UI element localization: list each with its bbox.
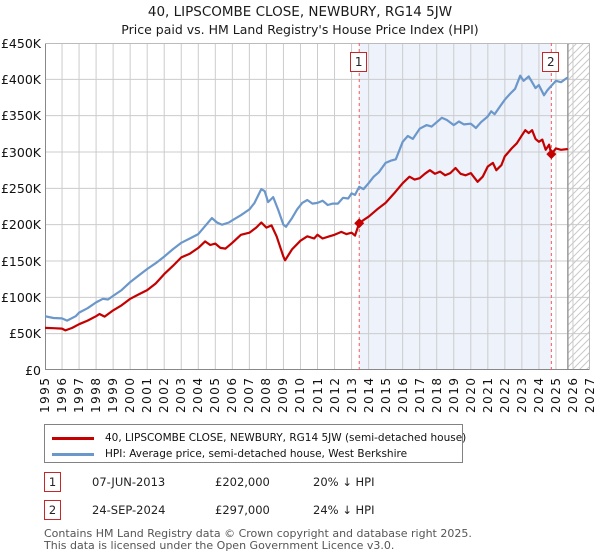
footer-line-1: Contains HM Land Registry data © Crown c…: [44, 527, 472, 540]
x-tick-label: 2021: [480, 376, 495, 413]
legend-label-hpi: HPI: Average price, semi-detached house,…: [105, 448, 408, 460]
x-tick-label: 2019: [446, 376, 461, 413]
transaction-1-date: 07-JUN-2013: [92, 475, 166, 489]
y-tick-label: £50K: [8, 326, 41, 342]
x-tick-label: 2015: [378, 376, 393, 413]
footer-line-2: This data is licensed under the Open Gov…: [44, 538, 395, 552]
x-tick-label: 1995: [38, 376, 52, 413]
x-tick-label: 2010: [293, 376, 308, 413]
x-tick-label: 2017: [412, 376, 427, 413]
x-tick-label: 1997: [72, 376, 87, 413]
transaction-1-price: £202,000: [215, 475, 270, 489]
price-paid-line: [45, 129, 569, 332]
x-tick-label: 1999: [106, 376, 121, 413]
transaction-row-1: 1 07-JUN-2013 £202,000 20% ↓ HPI: [0, 472, 600, 494]
transaction-2-date: 24-SEP-2024: [92, 503, 166, 517]
x-tick-label: 2016: [395, 376, 410, 413]
y-tick-label: £200K: [0, 217, 41, 233]
transaction-1-hpi-delta: 20% ↓ HPI: [313, 475, 375, 489]
y-tick-label: £250K: [0, 180, 41, 196]
chart-title: 40, LIPSCOMBE CLOSE, NEWBURY, RG14 5JW: [147, 4, 453, 20]
x-tick-label: 2005: [208, 376, 223, 413]
x-tick-label: 2000: [123, 376, 138, 413]
x-tick-label: 2023: [514, 376, 529, 413]
license-footer: Contains HM Land Registry data © Crown c…: [44, 528, 472, 551]
future-hatch-region: [567, 43, 590, 370]
x-tick-label: 2014: [361, 376, 376, 413]
chart-subtitle: Price paid vs. HM Land Registry's House …: [121, 22, 479, 37]
transaction-1-number-badge: 1: [44, 472, 61, 492]
price-paid-line-swatch: [52, 436, 94, 440]
chart-legend: 40, LIPSCOMBE CLOSE, NEWBURY, RG14 5JW (…: [44, 424, 466, 463]
x-tick-label: 1998: [89, 376, 104, 413]
legend-row-hpi: HPI: Average price, semi-detached house,…: [52, 446, 407, 462]
price-chart-plot: [45, 43, 590, 370]
x-tick-label: 2026: [565, 376, 580, 413]
legend-row-price-paid: 40, LIPSCOMBE CLOSE, NEWBURY, RG14 5JW (…: [52, 430, 466, 446]
hpi-line-swatch: [52, 452, 94, 456]
x-tick-label: 2008: [259, 376, 274, 413]
transaction-2-price: £297,000: [215, 503, 270, 517]
y-tick-label: £400K: [0, 71, 41, 87]
x-tick-label: 2004: [191, 376, 206, 413]
sale-period-shading: [359, 43, 552, 370]
x-tick-label: 2025: [548, 376, 563, 413]
y-tick-label: £450K: [0, 35, 41, 51]
legend-label-price-paid: 40, LIPSCOMBE CLOSE, NEWBURY, RG14 5JW (…: [105, 432, 467, 444]
x-tick-label: 2001: [140, 376, 155, 413]
x-tick-label: 2013: [344, 376, 359, 413]
transaction-2-hpi-delta: 24% ↓ HPI: [313, 503, 375, 517]
sale-marker-diamond-2: [546, 149, 557, 160]
x-tick-label: 1996: [55, 376, 70, 413]
x-tick-label: 2009: [276, 376, 291, 413]
x-tick-label: 2012: [327, 376, 342, 413]
x-tick-label: 2020: [463, 376, 478, 413]
x-tick-label: 2011: [310, 376, 325, 413]
x-tick-label: 2024: [531, 376, 546, 413]
x-tick-label: 2002: [157, 376, 172, 413]
x-tick-label: 2022: [497, 376, 512, 413]
transaction-row-2: 2 24-SEP-2024 £297,000 24% ↓ HPI: [0, 500, 600, 522]
hpi-line: [45, 74, 569, 322]
y-tick-label: £150K: [0, 253, 41, 269]
x-tick-label: 2003: [174, 376, 189, 413]
y-tick-label: £350K: [0, 108, 41, 124]
transaction-2-number-badge: 2: [44, 500, 61, 520]
sale-marker-label-1: 1: [350, 52, 368, 72]
sale-marker-label-2: 2: [542, 52, 560, 72]
y-tick-label: £0: [25, 362, 41, 378]
sale-marker-diamond-1: [354, 218, 365, 229]
x-tick-label: 2027: [583, 376, 597, 413]
x-tick-label: 2006: [225, 376, 240, 413]
y-tick-label: £300K: [0, 144, 41, 160]
x-tick-label: 2018: [429, 376, 444, 413]
x-tick-label: 2007: [242, 376, 257, 413]
y-tick-label: £100K: [0, 289, 41, 305]
